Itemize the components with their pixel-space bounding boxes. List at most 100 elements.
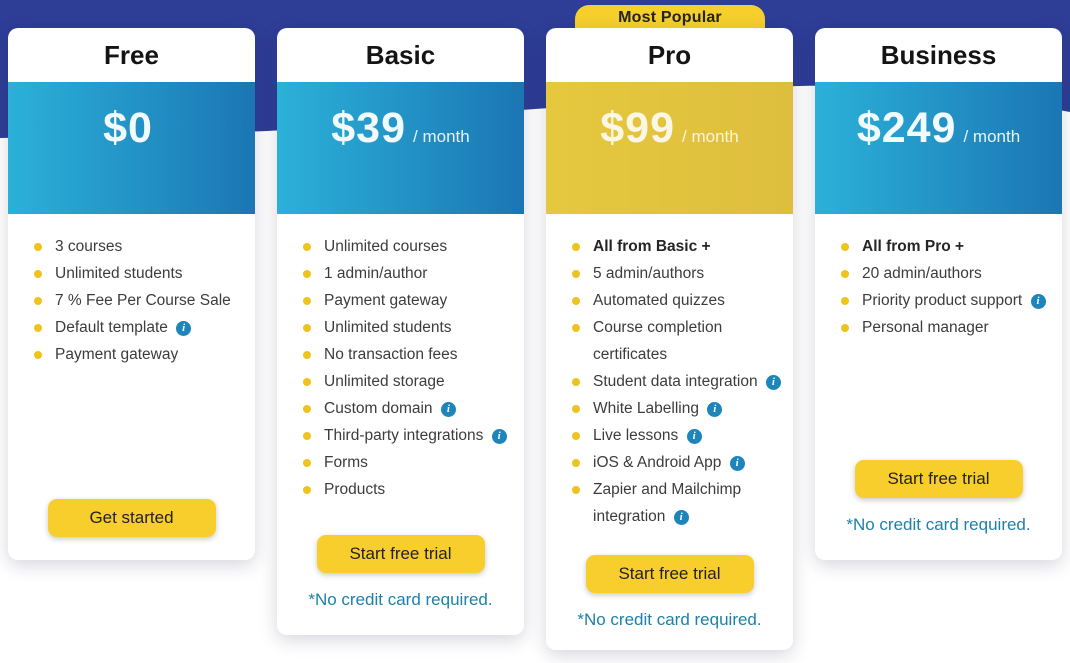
feature-item: Unlimited storage: [303, 368, 514, 395]
bullet-icon: [572, 405, 580, 413]
bullet-icon: [572, 486, 580, 494]
feature-text: Payment gateway: [55, 346, 179, 363]
plan-period: / month: [413, 127, 470, 146]
bullet-icon: [572, 297, 580, 305]
feature-item: All from Basic +: [572, 233, 783, 260]
feature-text: White Labelling i: [593, 395, 723, 422]
feature-text: Default template i: [55, 314, 192, 341]
feature-text: Unlimited students: [55, 265, 183, 282]
info-icon[interactable]: i: [176, 321, 192, 336]
feature-text: Live lessons i: [593, 422, 702, 449]
info-icon[interactable]: i: [707, 402, 723, 417]
plan-price: $39: [331, 104, 407, 152]
plan-period: / month: [963, 127, 1021, 146]
feature-text: Unlimited storage: [324, 373, 445, 390]
price-band: $249 / month: [815, 82, 1062, 214]
feature-list: 3 courses Unlimited students 7 % Fee Per C…: [8, 233, 255, 368]
info-icon[interactable]: i: [686, 429, 702, 444]
bullet-icon: [34, 324, 42, 332]
feature-item: Personal manager: [841, 314, 1052, 341]
info-icon[interactable]: i: [1030, 294, 1046, 309]
bullet-icon: [572, 324, 580, 332]
info-icon[interactable]: i: [440, 402, 456, 417]
bullet-icon: [303, 243, 311, 251]
feature-item: Priority product support i: [841, 287, 1052, 314]
feature-text: Forms: [324, 454, 368, 471]
feature-text: All from Pro +: [862, 238, 965, 255]
feature-item: Third-party integrations i: [303, 422, 514, 449]
feature-item: Payment gateway: [303, 287, 514, 314]
feature-item: iOS & Android App i: [572, 449, 783, 476]
bullet-icon: [303, 297, 311, 305]
bullet-icon: [841, 324, 849, 332]
feature-item: Forms: [303, 449, 514, 476]
feature-text: Products: [324, 481, 386, 498]
bullet-icon: [303, 351, 311, 359]
feature-text: 20 admin/authors: [862, 265, 982, 282]
feature-item: 3 courses: [34, 233, 245, 260]
bullet-icon: [572, 378, 580, 386]
feature-item: 1 admin/author: [303, 260, 514, 287]
feature-item: Unlimited students: [303, 314, 514, 341]
feature-item: Zapier and Mailchimp integration i: [572, 476, 783, 530]
bullet-icon: [841, 243, 849, 251]
cta-area: Start free trial *No credit card require…: [815, 460, 1062, 560]
feature-text: No transaction fees: [324, 346, 458, 363]
hero-wave-background: [0, 0, 1070, 138]
info-icon[interactable]: i: [729, 456, 745, 471]
start-free-trial-button[interactable]: Start free trial: [585, 555, 754, 593]
info-icon[interactable]: i: [673, 510, 689, 525]
bullet-icon: [841, 270, 849, 278]
feature-item: Default template i: [34, 314, 245, 341]
feature-item: Custom domain i: [303, 395, 514, 422]
bullet-icon: [303, 324, 311, 332]
feature-text: All from Basic +: [593, 238, 711, 255]
feature-item: Student data integration i: [572, 368, 783, 395]
plan-title: Pro: [647, 39, 692, 70]
bullet-icon: [572, 459, 580, 467]
price-band: $0: [8, 82, 255, 214]
feature-text: Payment gateway: [324, 292, 448, 309]
bullet-icon: [572, 432, 580, 440]
plan-price: $99: [600, 104, 676, 152]
feature-text: Unlimited courses: [324, 238, 448, 255]
info-icon[interactable]: i: [765, 375, 781, 390]
feature-text: Third-party integrations i: [324, 422, 507, 449]
feature-text: 5 admin/authors: [593, 265, 705, 282]
feature-item: 7 % Fee Per Course Sale: [34, 287, 245, 314]
feature-text: Course completion certificates: [593, 319, 723, 363]
info-icon[interactable]: i: [491, 429, 507, 444]
feature-item: Course completion certificates: [572, 314, 783, 368]
pricing-card-business: Business $249 / month All from Pro + 20 a…: [815, 28, 1062, 560]
feature-text: Priority product support i: [862, 287, 1046, 314]
plan-title: Free: [104, 39, 159, 70]
bullet-icon: [303, 459, 311, 467]
bullet-icon: [34, 297, 42, 305]
bullet-icon: [572, 270, 580, 278]
start-free-trial-button[interactable]: Start free trial: [854, 460, 1023, 498]
plan-period: / month: [682, 127, 739, 146]
no-credit-card-note: *No credit card required.: [577, 610, 762, 629]
plan-title: Basic: [365, 39, 436, 70]
cta-area: Start free trial *No credit card require…: [277, 535, 524, 635]
feature-text: Unlimited students: [324, 319, 452, 336]
plan-price: $249: [856, 104, 957, 152]
feature-text: 1 admin/author: [324, 265, 428, 282]
bullet-icon: [34, 270, 42, 278]
feature-item: Unlimited courses: [303, 233, 514, 260]
pricing-card-basic: Basic $39 / month Unlimited courses 1 adm…: [277, 28, 524, 635]
bullet-icon: [572, 243, 580, 251]
no-credit-card-note: *No credit card required.: [846, 515, 1031, 534]
feature-item: White Labelling i: [572, 395, 783, 422]
price-band: $39 / month: [277, 82, 524, 214]
feature-item: 5 admin/authors: [572, 260, 783, 287]
feature-text: Automated quizzes: [593, 292, 725, 309]
start-free-trial-button[interactable]: Start free trial: [316, 535, 485, 573]
get-started-button[interactable]: Get started: [47, 499, 216, 537]
bullet-icon: [34, 351, 42, 359]
price-band: $99 / month: [546, 82, 793, 214]
bullet-icon: [34, 243, 42, 251]
bullet-icon: [303, 432, 311, 440]
feature-item: Unlimited students: [34, 260, 245, 287]
feature-text: Zapier and Mailchimp integration i: [593, 481, 742, 525]
